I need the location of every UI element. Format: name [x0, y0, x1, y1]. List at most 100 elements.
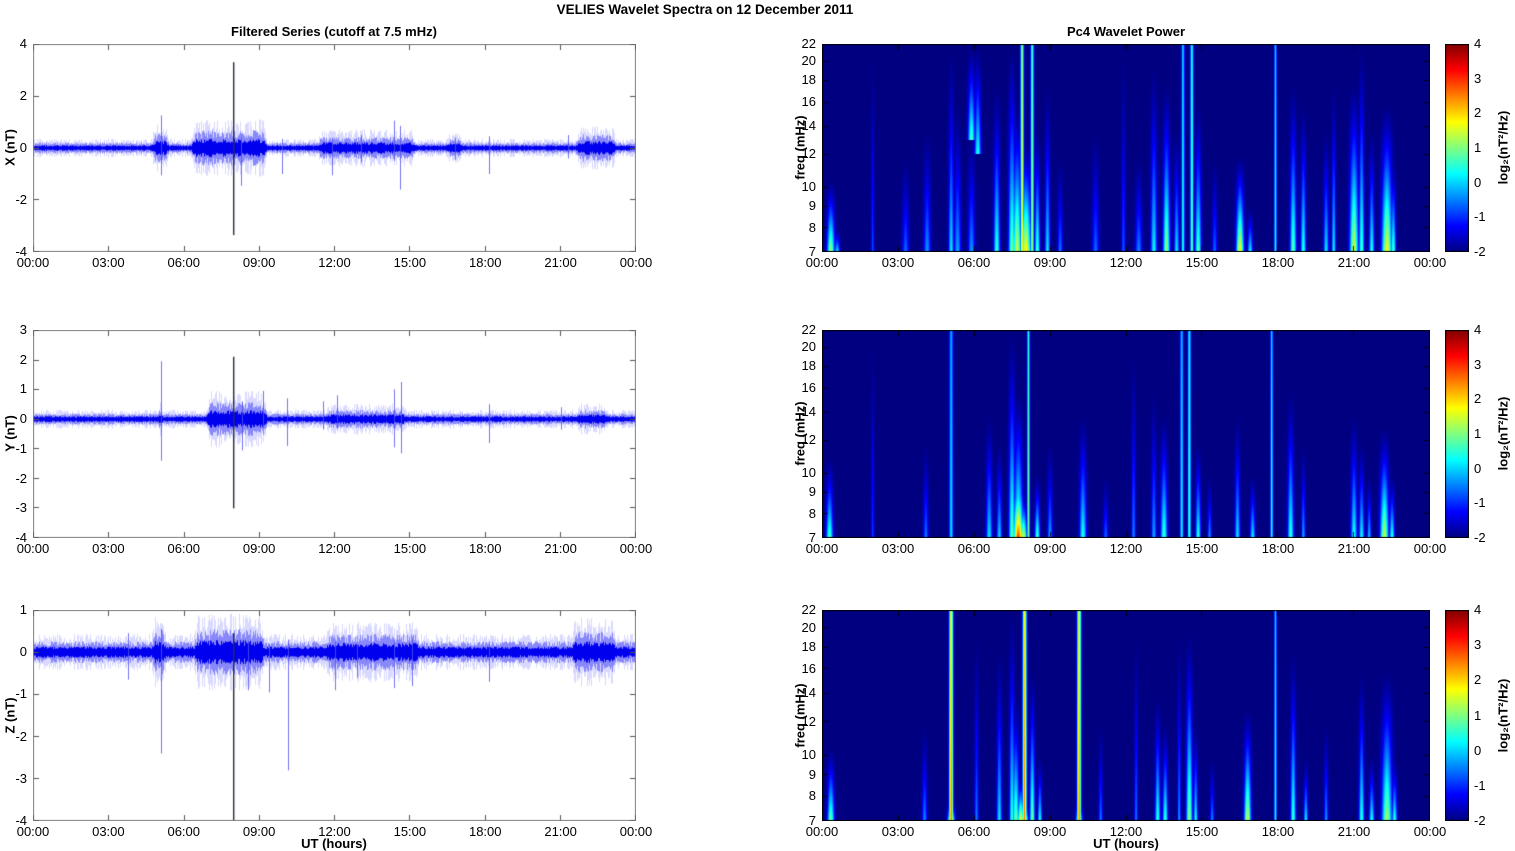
- ytick-label-sp-z: 12: [801, 713, 816, 729]
- xtick-label-sp-x: 21:00: [1337, 255, 1371, 270]
- ytick-label-sp-z: 8: [808, 788, 816, 804]
- ytick-label-sp-z: 10: [801, 747, 816, 763]
- ytick-label-sp-y: 9: [808, 484, 816, 500]
- xtick-label-sp-z: 06:00: [957, 824, 991, 839]
- ytick-label-sp-x: 12: [801, 146, 816, 162]
- colorbar-tick-label: 2: [1474, 105, 1482, 121]
- colorbar-tick-label: 1: [1474, 707, 1482, 723]
- spectrogram-panel-x: [822, 44, 1430, 252]
- xtick-label-ts-y: 12:00: [318, 541, 351, 556]
- xtick-label-sp-x: 06:00: [957, 255, 991, 270]
- ytick-label-ts-z: 1: [19, 602, 27, 617]
- xtick-label-sp-z: 15:00: [1185, 824, 1219, 839]
- ytick-label-sp-x: 14: [801, 118, 816, 134]
- ytick-label-ts-y: -3: [15, 500, 27, 516]
- ytick-label-sp-x: 16: [801, 93, 816, 109]
- colorbar-tick-label: 1: [1474, 426, 1482, 441]
- xtick-label-sp-z: 18:00: [1261, 824, 1295, 839]
- xtick-label-sp-z: 12:00: [1109, 824, 1143, 839]
- xtick-label-sp-x: 12:00: [1109, 255, 1143, 270]
- xlabel-right: UT (hours): [1093, 836, 1159, 851]
- colorbar-tick-label: 3: [1474, 637, 1482, 653]
- xtick-label-ts-x: 18:00: [468, 255, 502, 270]
- xlabel-left: UT (hours): [301, 836, 367, 851]
- xtick-label-ts-x: 06:00: [167, 255, 201, 270]
- colorbar-tick-label: -2: [1474, 244, 1486, 259]
- xtick-label-sp-y: 18:00: [1261, 541, 1295, 556]
- colorbar-tick-label: 2: [1474, 391, 1482, 407]
- xtick-label-sp-y: 09:00: [1033, 541, 1067, 556]
- ytick-label-sp-x: 22: [801, 36, 816, 51]
- xtick-label-ts-x: 03:00: [92, 255, 125, 270]
- left-column-title: Filtered Series (cutoff at 7.5 mHz): [231, 24, 437, 39]
- spectrogram-panel-z: [822, 610, 1430, 821]
- colorbar-tick-label: 2: [1474, 672, 1482, 688]
- xtick-label-ts-y: 15:00: [393, 541, 427, 556]
- ytick-label-sp-z: 9: [808, 766, 816, 782]
- colorbar-middle: [1445, 330, 1469, 538]
- timeseries-canvas-y: [33, 330, 636, 538]
- xtick-label-ts-z: 18:00: [468, 824, 502, 839]
- ytick-label-ts-y: -4: [15, 530, 27, 545]
- xtick-label-sp-z: 21:00: [1337, 824, 1371, 839]
- spectrogram-panel-y: [822, 330, 1430, 538]
- xtick-label-ts-y: 03:00: [92, 541, 125, 556]
- xtick-label-sp-z: 09:00: [1033, 824, 1067, 839]
- ytick-label-sp-z: 22: [801, 602, 816, 617]
- xtick-label-sp-y: 00:00: [805, 541, 839, 556]
- ytick-label-sp-y: 18: [801, 358, 816, 374]
- ytick-label-ts-y: -1: [15, 440, 27, 456]
- ytick-label-sp-y: 7: [808, 530, 816, 545]
- xtick-label-ts-y: 06:00: [167, 541, 201, 556]
- spectrogram-canvas-x: [822, 44, 1430, 252]
- ytick-label-sp-y: 12: [801, 432, 816, 448]
- xtick-label-sp-y: 06:00: [957, 541, 991, 556]
- timeseries-panel-z: [33, 610, 636, 821]
- xtick-label-ts-z: 03:00: [92, 824, 125, 839]
- ytick-label-ts-x: 4: [19, 36, 27, 51]
- xtick-label-sp-y: 03:00: [881, 541, 915, 556]
- ytick-label-ts-y: 3: [19, 322, 27, 337]
- ytick-label-sp-y: 16: [801, 379, 816, 395]
- xtick-label-ts-z: 12:00: [318, 824, 351, 839]
- right-column-title: Pc4 Wavelet Power: [1066, 24, 1185, 39]
- xtick-label-ts-x: 00:00: [619, 255, 653, 270]
- ytick-label-sp-x: 7: [808, 244, 816, 259]
- colorbar-tick-label: 4: [1474, 322, 1482, 337]
- ytick-label-ts-x: 2: [19, 88, 27, 103]
- ytick-label-sp-x: 8: [808, 219, 816, 235]
- xtick-label-ts-y: 00:00: [619, 541, 653, 556]
- colorbar-tick-label: 3: [1474, 356, 1482, 372]
- xtick-label-sp-z: 00:00: [805, 824, 839, 839]
- xtick-label-sp-y: 21:00: [1337, 541, 1371, 556]
- spectrogram-canvas-y: [822, 330, 1430, 538]
- ytick-label-sp-x: 9: [808, 198, 816, 214]
- colorbar-tick-label: 0: [1474, 742, 1482, 758]
- xtick-label-sp-x: 00:00: [805, 255, 839, 270]
- colorbar-bottom: [1445, 610, 1469, 821]
- ytick-label-sp-x: 18: [801, 72, 816, 88]
- colorbar-tick-label: 4: [1474, 36, 1482, 51]
- ytick-label-ts-y: 1: [19, 381, 27, 397]
- xtick-label-sp-x: 15:00: [1185, 255, 1219, 270]
- xtick-label-ts-x: 15:00: [393, 255, 427, 270]
- xtick-label-ts-z: 00:00: [16, 824, 50, 839]
- xtick-label-sp-x: 00:00: [1413, 255, 1447, 270]
- ytick-label-sp-y: 14: [801, 404, 816, 420]
- xtick-label-sp-z: 03:00: [881, 824, 915, 839]
- colorbar-tick-label: -2: [1474, 530, 1486, 545]
- xtick-label-sp-y: 00:00: [1413, 541, 1447, 556]
- ytick-label-sp-y: 8: [808, 505, 816, 521]
- ytick-label-sp-y: 10: [801, 465, 816, 481]
- ytick-label-sp-x: 20: [801, 53, 816, 69]
- ytick-label-sp-x: 10: [801, 179, 816, 195]
- ytick-label-ts-z: -1: [15, 686, 27, 702]
- ytick-label-ts-y: 2: [19, 351, 27, 367]
- xtick-label-ts-z: 15:00: [393, 824, 427, 839]
- xtick-label-sp-x: 18:00: [1261, 255, 1295, 270]
- xtick-label-ts-y: 00:00: [16, 541, 50, 556]
- xtick-label-ts-x: 12:00: [318, 255, 351, 270]
- colorbar-canvas-bottom: [1445, 610, 1469, 821]
- ytick-label-sp-y: 20: [801, 339, 816, 355]
